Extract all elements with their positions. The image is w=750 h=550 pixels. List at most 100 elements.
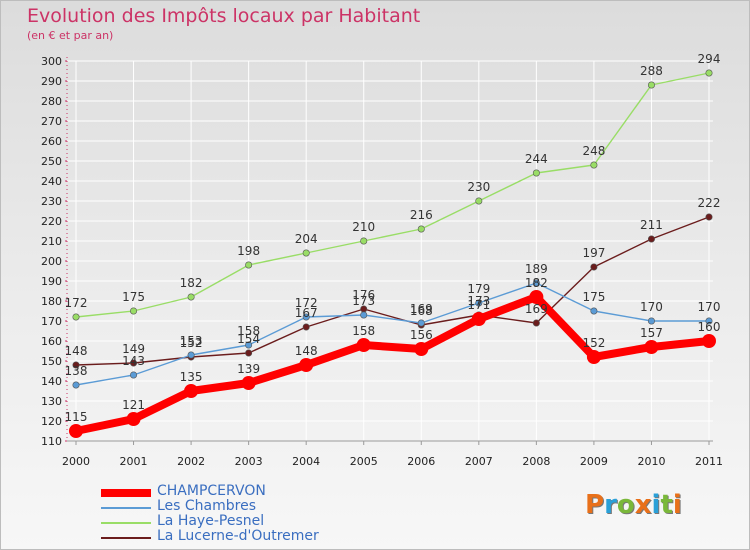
data-label: 157 — [640, 326, 663, 340]
data-point — [130, 371, 138, 379]
legend-label: La Haye-Pesnel — [157, 513, 265, 529]
data-label: 230 — [467, 180, 490, 194]
data-point — [187, 351, 195, 359]
data-label: 154 — [237, 332, 260, 346]
data-point — [302, 323, 310, 331]
x-tick-label: 2006 — [407, 455, 435, 468]
data-label: 175 — [122, 290, 145, 304]
data-label: 182 — [525, 276, 548, 290]
data-point — [702, 334, 716, 348]
data-label: 148 — [65, 344, 88, 358]
y-tick-label: 240 — [41, 175, 62, 188]
data-point — [529, 290, 544, 304]
data-label: 158 — [237, 324, 260, 338]
data-label: 222 — [698, 196, 721, 210]
y-tick-label: 170 — [41, 315, 62, 328]
data-label: 244 — [525, 152, 548, 166]
series-line — [75, 72, 710, 318]
data-point — [72, 313, 80, 321]
data-point — [705, 213, 713, 221]
y-tick-label: 120 — [41, 415, 62, 428]
y-tick-label: 110 — [41, 435, 62, 448]
data-label: 179 — [467, 282, 490, 296]
y-tick-label: 290 — [41, 75, 62, 88]
data-point — [647, 235, 655, 243]
series-les-chambres — [72, 279, 713, 389]
x-tick-label: 2011 — [695, 455, 723, 468]
y-tick-label: 270 — [41, 115, 62, 128]
proxiti-logo: Proxiti — [585, 490, 682, 520]
x-tick-label: 2005 — [350, 455, 378, 468]
data-label: 170 — [640, 300, 663, 314]
logo-letter: o — [616, 490, 635, 520]
data-point — [245, 341, 253, 349]
data-point — [187, 293, 195, 301]
data-label: 171 — [467, 298, 490, 312]
data-label: 172 — [295, 296, 318, 310]
data-label: 167 — [295, 306, 318, 320]
data-point — [705, 69, 713, 77]
legend-swatch — [101, 521, 151, 524]
legend-label: Les Chambres — [157, 498, 257, 514]
data-point — [647, 317, 655, 325]
data-label: 135 — [180, 370, 203, 384]
data-point — [586, 350, 601, 364]
data-label: 152 — [582, 336, 605, 350]
series-line — [72, 293, 713, 435]
data-point — [302, 313, 310, 321]
data-point — [72, 361, 80, 369]
data-label: 248 — [582, 144, 605, 158]
data-label: 153 — [180, 334, 203, 348]
x-tick-label: 2008 — [522, 455, 550, 468]
data-label: 204 — [295, 232, 318, 246]
data-label: 170 — [698, 300, 721, 314]
y-tick-label: 180 — [41, 295, 62, 308]
data-label: 189 — [525, 262, 548, 276]
legend-swatch — [101, 536, 151, 539]
y-tick-label: 200 — [41, 255, 62, 268]
legend-label: CHAMPCERVON — [157, 483, 266, 499]
data-label: 169 — [410, 302, 433, 316]
series-line — [75, 282, 710, 386]
x-tick-label: 2009 — [580, 455, 608, 468]
y-tick-label: 160 — [41, 335, 62, 348]
series-la-haye-pesnel — [72, 69, 713, 321]
logo-letter: r — [604, 490, 617, 520]
data-label: 288 — [640, 64, 663, 78]
data-label: 160 — [698, 320, 721, 334]
y-tick-label: 190 — [41, 275, 62, 288]
data-label: 152 — [180, 336, 203, 350]
logo-letter: i — [672, 490, 682, 520]
data-label: 197 — [582, 246, 605, 260]
data-label: 175 — [582, 290, 605, 304]
data-label: 182 — [180, 276, 203, 290]
data-point — [590, 263, 598, 271]
series — [69, 69, 716, 438]
data-point — [644, 340, 659, 354]
data-point — [245, 261, 253, 269]
data-point — [126, 412, 141, 426]
data-label: 149 — [122, 342, 145, 356]
y-tick-label: 140 — [41, 375, 62, 388]
data-point — [356, 338, 371, 352]
data-point — [532, 279, 540, 287]
data-label: 210 — [352, 220, 375, 234]
data-label: 198 — [237, 244, 260, 258]
data-label: 216 — [410, 208, 433, 222]
data-label: 168 — [410, 304, 433, 318]
data-point — [414, 342, 429, 356]
legend-label: La Lucerne-d'Outremer — [157, 528, 319, 544]
data-point — [417, 225, 425, 233]
data-point — [184, 384, 199, 398]
data-point — [72, 381, 80, 389]
series-champcervon — [69, 290, 716, 438]
x-tick-label: 2001 — [120, 455, 148, 468]
plot-area — [67, 61, 713, 441]
logo-letter: P — [585, 490, 605, 520]
data-label: 121 — [122, 398, 145, 412]
data-label: 158 — [352, 324, 375, 338]
y-tick-label: 220 — [41, 215, 62, 228]
chart-title: Evolution des Impôts locaux par Habitant — [27, 5, 421, 27]
